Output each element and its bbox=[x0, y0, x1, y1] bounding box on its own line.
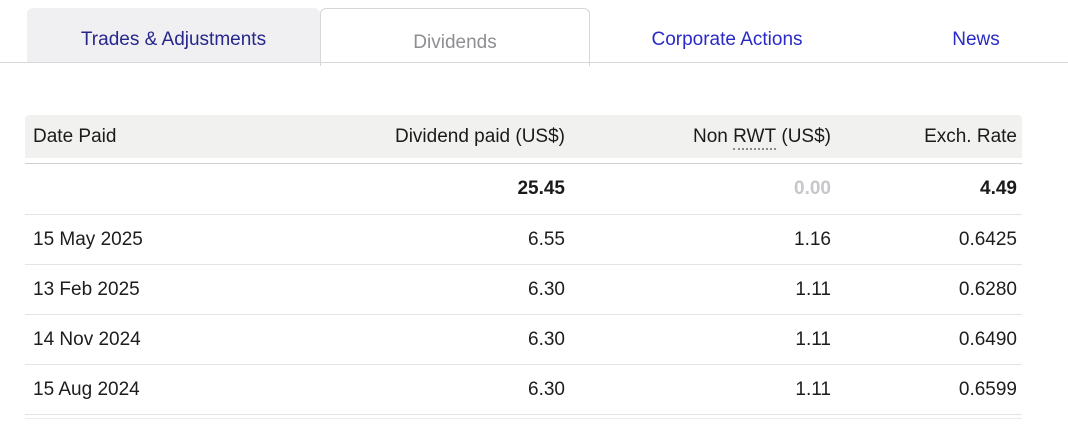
dividends-table: Date Paid Dividend paid (US$) Non RWT (US$… bbox=[25, 115, 1022, 419]
cell-dividend-paid: 6.30 bbox=[528, 378, 565, 400]
totals-dividend-paid: 25.45 bbox=[517, 178, 565, 199]
cell-exch-rate: 0.6280 bbox=[958, 278, 1017, 300]
tab-bar: Trades & Adjustments Dividends Corporate… bbox=[0, 0, 1068, 70]
cell-date-paid: 14 Nov 2024 bbox=[33, 328, 141, 350]
cell-exch-rate: 0.6599 bbox=[958, 378, 1017, 400]
totals-exch-rate: 4.49 bbox=[980, 178, 1017, 199]
cell-non-rwt: 1.11 bbox=[795, 328, 831, 350]
cell-date-paid: 15 Aug 2024 bbox=[33, 378, 140, 400]
cell-exch-rate: 0.6425 bbox=[958, 228, 1017, 250]
cell-non-rwt: 1.11 bbox=[795, 378, 831, 400]
cell-date-paid: 13 Feb 2025 bbox=[33, 278, 140, 300]
cell-dividend-paid: 6.30 bbox=[528, 278, 565, 300]
non-rwt-prefix: Non bbox=[692, 125, 728, 147]
column-header-non-rwt: Non RWT (US$) bbox=[570, 125, 836, 150]
column-header-exch-rate: Exch. Rate bbox=[924, 125, 1017, 147]
non-rwt-suffix: (US$) bbox=[781, 125, 831, 147]
tab-dividends-label: Dividends bbox=[413, 31, 497, 53]
cell-date-paid: 15 May 2025 bbox=[33, 228, 143, 250]
cell-non-rwt: 1.11 bbox=[795, 278, 831, 300]
table-header-row: Date Paid Dividend paid (US$) Non RWT (US$… bbox=[25, 115, 1022, 158]
tab-news[interactable]: News bbox=[864, 8, 1068, 62]
column-header-date-paid: Date Paid bbox=[33, 125, 117, 147]
cell-dividend-paid: 6.30 bbox=[528, 328, 565, 350]
totals-row: 25.45 0.00 4.49 bbox=[25, 163, 1022, 215]
rwt-abbreviation[interactable]: RWT bbox=[733, 125, 777, 150]
cell-dividend-paid: 6.55 bbox=[528, 228, 565, 250]
table-body: 15 May 2025 6.55 1.16 0.6425 13 Feb 2025… bbox=[25, 215, 1022, 415]
tab-trades-adjustments-label: Trades & Adjustments bbox=[80, 29, 267, 50]
tab-bar-divider bbox=[0, 62, 1068, 63]
tab-trades-adjustments[interactable]: Trades & Adjustments bbox=[27, 8, 320, 62]
tab-news-label: News bbox=[952, 29, 1000, 50]
tab-corporate-actions[interactable]: Corporate Actions bbox=[590, 8, 864, 62]
tab-dividends[interactable]: Dividends bbox=[320, 8, 590, 66]
table-row: 14 Nov 2024 6.30 1.11 0.6490 bbox=[25, 315, 1022, 365]
column-header-dividend-paid: Dividend paid (US$) bbox=[394, 125, 565, 147]
cell-exch-rate: 0.6490 bbox=[958, 328, 1017, 350]
tab-corporate-actions-label: Corporate Actions bbox=[651, 29, 803, 50]
table-row: 13 Feb 2025 6.30 1.11 0.6280 bbox=[25, 265, 1022, 315]
table-row: 15 May 2025 6.55 1.16 0.6425 bbox=[25, 215, 1022, 265]
table-row: 15 Aug 2024 6.30 1.11 0.6599 bbox=[25, 365, 1022, 415]
table-bottom-border bbox=[25, 415, 1022, 419]
cell-non-rwt: 1.16 bbox=[794, 228, 831, 250]
totals-non-rwt: 0.00 bbox=[794, 178, 831, 199]
